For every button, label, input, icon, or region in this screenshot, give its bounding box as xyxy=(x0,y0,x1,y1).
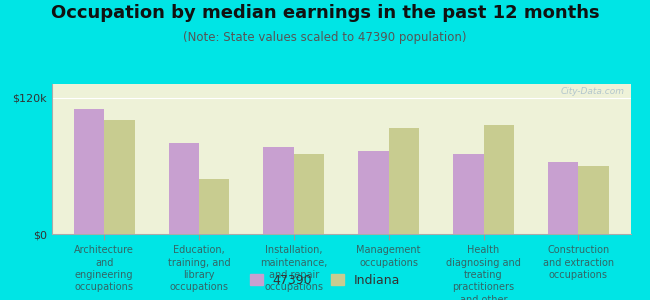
Bar xyxy=(389,128,419,234)
Text: Occupation by median earnings in the past 12 months: Occupation by median earnings in the pas… xyxy=(51,4,599,22)
Bar xyxy=(74,109,104,234)
Bar xyxy=(453,154,484,234)
Bar xyxy=(263,146,294,234)
Bar xyxy=(294,154,324,234)
Bar xyxy=(358,151,389,234)
Bar xyxy=(484,125,514,234)
Bar xyxy=(104,120,135,234)
Text: (Note: State values scaled to 47390 population): (Note: State values scaled to 47390 popu… xyxy=(183,32,467,44)
Bar xyxy=(199,179,229,234)
Text: City-Data.com: City-Data.com xyxy=(561,87,625,96)
Legend: 47390, Indiana: 47390, Indiana xyxy=(246,270,404,291)
Bar xyxy=(548,162,578,234)
Bar xyxy=(578,166,608,234)
Bar xyxy=(168,143,199,234)
